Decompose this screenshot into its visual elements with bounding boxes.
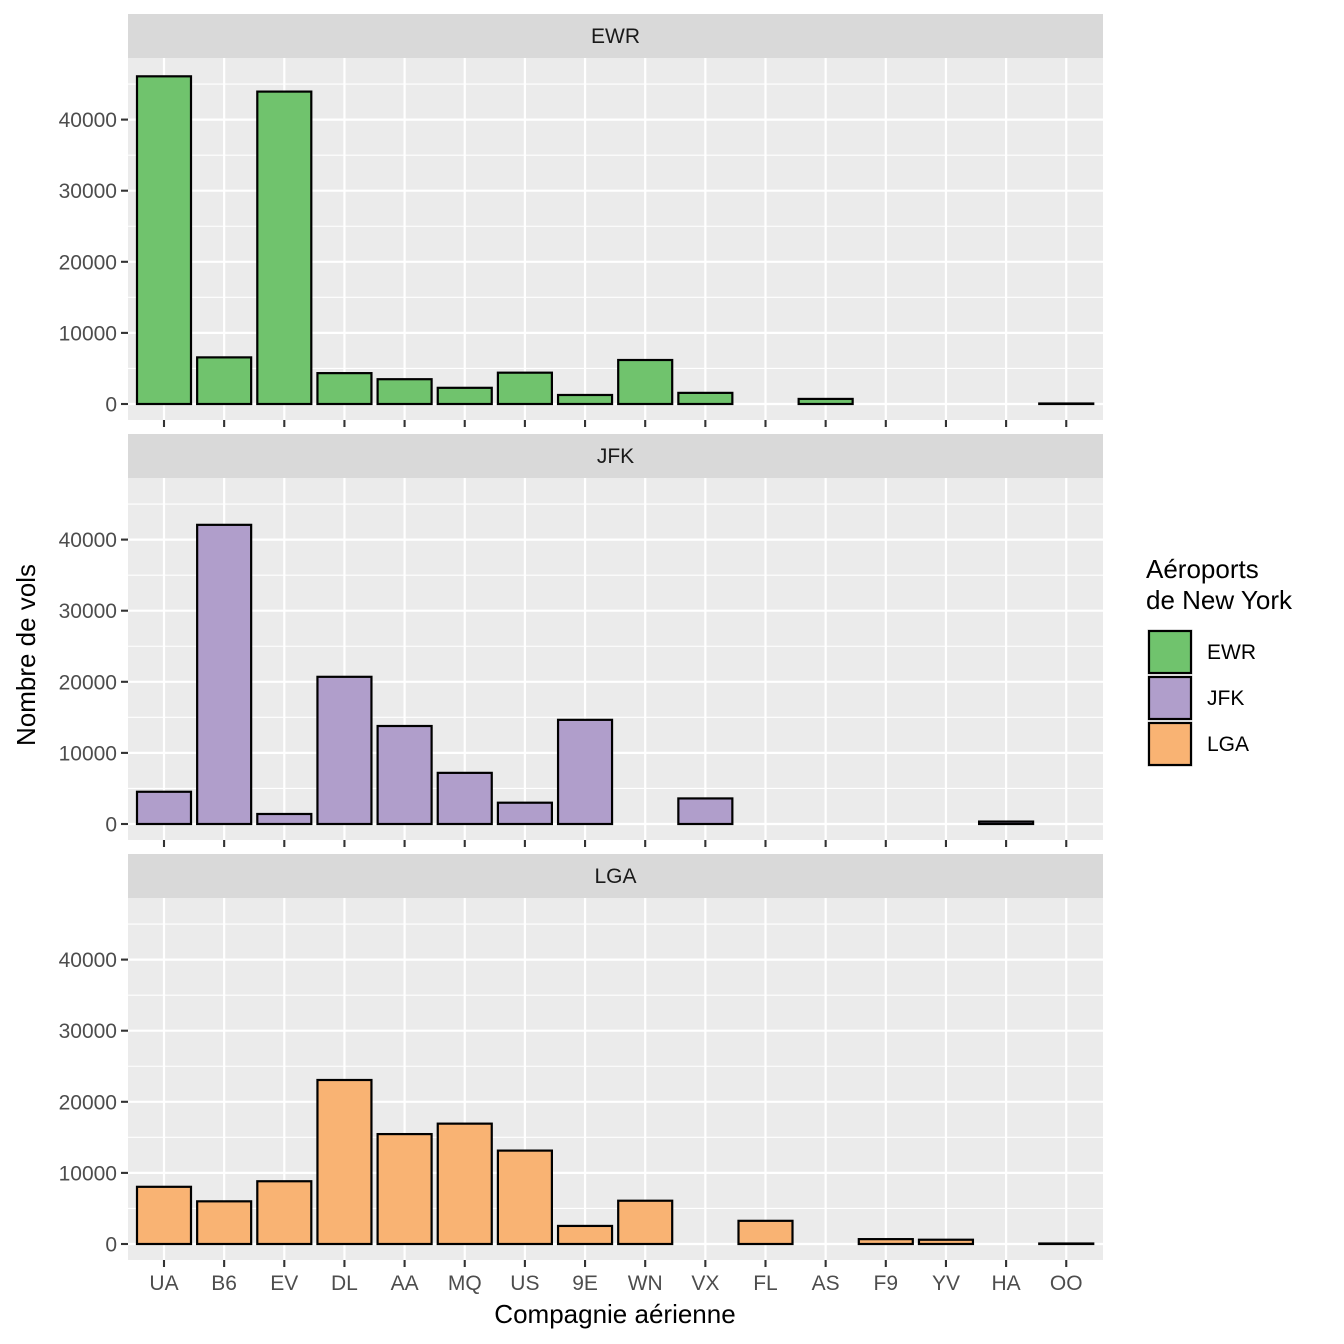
- x-tick-label: AS: [812, 1272, 840, 1295]
- legend-key-lga: [1147, 721, 1193, 767]
- x-axis-title: Compagnie aérienne: [494, 1299, 735, 1329]
- y-tick-label: 20000: [59, 671, 117, 694]
- bar-ewr-aa: [376, 378, 433, 406]
- bar-jfk-ev: [256, 812, 313, 826]
- x-tick-label: HA: [992, 1272, 1021, 1295]
- facet-strip-label: JFK: [597, 445, 634, 468]
- bar-lga-yv: [917, 1238, 975, 1246]
- bar-jfk-9e: [556, 718, 614, 826]
- x-tick-label: OO: [1050, 1272, 1083, 1295]
- bar-lga-us: [496, 1149, 553, 1246]
- facet-lga: LGA 0 10000 20000 30000 40000: [59, 854, 1103, 1267]
- bar-ewr-vx: [677, 391, 734, 406]
- facet-panels: EWR 0 10000 20000 30000 40000 JFK 0 10000 20000 30…: [59, 14, 1103, 1267]
- facet-strip: [128, 434, 1103, 478]
- y-tick-label: 20000: [59, 251, 117, 274]
- x-tick-label: YV: [932, 1272, 960, 1295]
- x-tick-label: VX: [691, 1272, 719, 1295]
- y-tick-label: 40000: [59, 949, 117, 972]
- legend-title-line1: Aéroports: [1146, 554, 1259, 584]
- bar-ewr-ev: [256, 90, 313, 406]
- bar-jfk-mq: [436, 771, 493, 826]
- x-tick-label: DL: [331, 1272, 358, 1295]
- bar-ewr-mq: [436, 386, 493, 406]
- bar-lga-oo: [1038, 1242, 1095, 1246]
- bar-lga-ev: [256, 1180, 313, 1246]
- y-axis-title: Nombre de vols: [11, 564, 41, 746]
- bar-ewr-as: [797, 397, 854, 406]
- bar-jfk-b6: [196, 523, 253, 826]
- x-tick-label: FL: [753, 1272, 778, 1295]
- y-tick-label: 40000: [59, 529, 117, 552]
- bar-ewr-wn: [617, 358, 674, 406]
- bar-ewr-9e: [556, 393, 614, 406]
- y-tick-label: 0: [105, 1234, 117, 1257]
- legend: Aéroports de New York EWR JFK LGA: [1146, 554, 1293, 767]
- bar-lga-mq: [436, 1122, 493, 1246]
- bar-jfk-ha: [977, 820, 1035, 826]
- x-axis: UA B6 EV DL AA MQ US 9E WN VX FL AS F9 YV HA OO: [149, 1272, 1082, 1295]
- bar-jfk-vx: [677, 797, 734, 826]
- bar-lga-b6: [196, 1200, 253, 1246]
- x-tick-label: 9E: [572, 1272, 598, 1295]
- y-tick-label: 10000: [59, 742, 117, 765]
- bar-jfk-dl: [316, 675, 373, 826]
- y-tick-label: 30000: [59, 1020, 117, 1043]
- x-tick-label: AA: [391, 1272, 419, 1295]
- bar-ewr-dl: [316, 372, 373, 406]
- facet-ewr: EWR 0 10000 20000 30000 40000: [59, 14, 1103, 427]
- y-tick-label: 20000: [59, 1091, 117, 1114]
- bar-lga-ua: [135, 1185, 193, 1246]
- bar-jfk-us: [496, 801, 553, 826]
- bar-ewr-oo: [1038, 402, 1095, 406]
- x-tick-label: MQ: [448, 1272, 482, 1295]
- facet-strip: [128, 854, 1103, 898]
- bar-lga-wn: [617, 1199, 674, 1246]
- bar-jfk-aa: [376, 724, 433, 826]
- bar-ewr-us: [496, 371, 553, 406]
- legend-label: JFK: [1207, 687, 1244, 710]
- facet-strip-label: EWR: [591, 25, 640, 48]
- facet-strip: [128, 14, 1103, 58]
- legend-key-ewr: [1147, 629, 1193, 675]
- y-tick-label: 10000: [59, 1162, 117, 1185]
- bar-ewr-b6: [196, 356, 253, 406]
- bar-lga-9e: [556, 1224, 614, 1246]
- x-tick-label: B6: [211, 1272, 237, 1295]
- x-tick-label: UA: [149, 1272, 178, 1295]
- y-tick-label: 40000: [59, 109, 117, 132]
- legend-label: EWR: [1207, 641, 1256, 664]
- bar-lga-aa: [376, 1132, 433, 1246]
- legend-key-jfk: [1147, 675, 1193, 721]
- x-tick-label: F9: [874, 1272, 899, 1295]
- y-tick-label: 0: [105, 394, 117, 417]
- y-tick-label: 10000: [59, 322, 117, 345]
- legend-label: LGA: [1207, 733, 1249, 756]
- panel-background: [128, 478, 1103, 840]
- facet-strip-label: LGA: [594, 865, 636, 888]
- bar-lga-fl: [737, 1219, 794, 1246]
- x-tick-label: WN: [628, 1272, 663, 1295]
- y-tick-label: 0: [105, 814, 117, 837]
- y-tick-label: 30000: [59, 600, 117, 623]
- x-tick-label: EV: [270, 1272, 298, 1295]
- bar-lga-f9: [857, 1238, 914, 1246]
- bar-jfk-ua: [135, 790, 193, 826]
- bar-ewr-ua: [135, 75, 193, 406]
- bar-lga-dl: [316, 1078, 373, 1246]
- legend-title-line2: de New York: [1146, 585, 1293, 615]
- y-tick-label: 30000: [59, 180, 117, 203]
- facet-jfk: JFK 0 10000 20000 30000 40000: [59, 434, 1103, 847]
- x-tick-label: US: [510, 1272, 539, 1295]
